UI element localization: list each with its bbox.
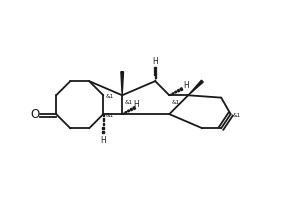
- Text: H: H: [134, 100, 139, 109]
- Polygon shape: [172, 93, 174, 94]
- Polygon shape: [177, 89, 180, 92]
- Text: &1: &1: [233, 113, 241, 118]
- Polygon shape: [102, 131, 105, 133]
- Text: &1: &1: [125, 100, 133, 105]
- Polygon shape: [155, 76, 156, 78]
- Text: &1: &1: [106, 94, 114, 99]
- Polygon shape: [103, 118, 104, 121]
- Polygon shape: [122, 113, 124, 114]
- Polygon shape: [102, 127, 104, 129]
- Polygon shape: [133, 107, 136, 110]
- Polygon shape: [154, 67, 156, 69]
- Polygon shape: [125, 112, 127, 113]
- Polygon shape: [169, 94, 171, 95]
- Text: &1: &1: [172, 100, 180, 105]
- Polygon shape: [127, 110, 130, 112]
- Text: H: H: [101, 135, 106, 145]
- Text: &1: &1: [106, 113, 114, 118]
- Polygon shape: [175, 91, 177, 93]
- Text: H: H: [183, 81, 189, 90]
- Polygon shape: [103, 123, 104, 125]
- Polygon shape: [155, 73, 156, 75]
- Polygon shape: [130, 108, 133, 111]
- Polygon shape: [180, 88, 183, 91]
- Polygon shape: [154, 70, 156, 72]
- Polygon shape: [188, 80, 203, 95]
- Text: H: H: [152, 57, 158, 66]
- Polygon shape: [121, 72, 123, 95]
- Text: O: O: [30, 108, 40, 121]
